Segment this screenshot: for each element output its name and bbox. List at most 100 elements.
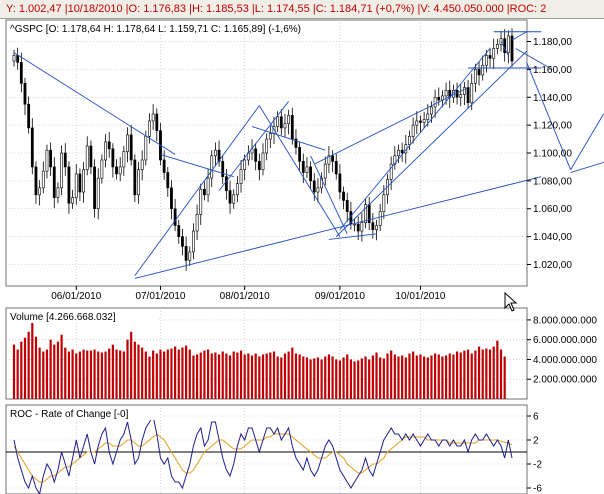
price-candle <box>27 96 31 134</box>
volume-bar <box>82 349 85 399</box>
trendlines[interactable] <box>13 31 604 279</box>
volume-bar <box>419 354 422 399</box>
volume-bar <box>195 354 199 399</box>
price-candle <box>96 168 100 220</box>
volume-bar <box>232 351 235 399</box>
volume-bar <box>474 350 477 399</box>
price-candle <box>400 142 404 162</box>
volume-bar <box>38 347 41 399</box>
volume-bar <box>261 354 265 399</box>
volume-bar <box>499 349 503 399</box>
volume-bar <box>206 349 210 399</box>
volume-bar <box>239 350 243 399</box>
price-candle <box>221 155 225 184</box>
volume-bar <box>463 350 466 399</box>
volume-bar <box>503 356 506 399</box>
volume-bar <box>12 344 16 399</box>
price-candle <box>74 164 78 205</box>
price-candle <box>422 111 426 128</box>
volume-bar <box>382 358 385 399</box>
volume-bar <box>338 360 341 399</box>
volume-bar <box>254 353 257 399</box>
volume-bar <box>137 344 140 399</box>
price-candle <box>115 159 118 180</box>
trendline <box>570 161 604 173</box>
trendline <box>328 233 377 240</box>
volume-bar <box>122 351 125 399</box>
volume-bar <box>60 334 63 399</box>
price-candle <box>316 178 320 203</box>
price-candle <box>470 73 474 111</box>
price-candle <box>52 157 56 209</box>
volume-bar <box>93 349 96 399</box>
volume-bar <box>130 331 133 399</box>
price-candle <box>488 47 492 68</box>
volume-bar <box>181 347 184 399</box>
price-candle <box>93 159 96 218</box>
volume-bar <box>309 359 312 399</box>
volume-bar <box>75 353 78 399</box>
volume-bar <box>115 349 118 399</box>
volume-bar <box>448 353 451 399</box>
volume-bar <box>470 353 473 399</box>
volume-bar <box>20 341 23 399</box>
price-xtick-label: 06/01/2010 <box>51 291 101 302</box>
volume-bar <box>236 352 239 399</box>
volume-bar <box>364 356 367 399</box>
volume-title-bg <box>8 310 158 323</box>
price-candle <box>49 142 53 176</box>
price-candle <box>389 156 393 191</box>
price-xtick-label: 10/01/2010 <box>395 291 445 302</box>
price-candle <box>71 189 74 209</box>
price-candle <box>268 125 272 148</box>
price-candle <box>213 142 217 167</box>
trendline <box>335 50 527 237</box>
price-candle <box>78 168 82 201</box>
price-candle <box>41 161 45 194</box>
volume-bar <box>401 355 404 399</box>
volume-bar <box>258 356 261 399</box>
volume-bar <box>170 348 173 399</box>
volume-bar <box>342 357 345 399</box>
price-candle <box>459 84 463 107</box>
price-candle <box>126 127 129 163</box>
volume-bar <box>199 352 202 399</box>
volume-bar <box>155 353 158 399</box>
volume-bar <box>214 352 217 399</box>
price-candle <box>415 111 419 135</box>
price-candle <box>181 228 184 256</box>
price-candle <box>206 168 210 203</box>
volume-bar <box>269 352 272 399</box>
price-candle <box>170 180 173 220</box>
volume-bar <box>250 355 254 399</box>
price-candle <box>495 38 499 55</box>
price-candle <box>107 132 111 158</box>
volume-bar <box>111 344 114 399</box>
volume-bar <box>294 353 298 399</box>
volume-bar <box>444 355 448 399</box>
volume-bar <box>426 357 429 399</box>
price-candle <box>111 143 115 178</box>
volume-bar <box>71 349 74 399</box>
volume-bar <box>67 351 71 399</box>
price-ytick-label: 1.180,00 <box>533 37 572 48</box>
volume-bar <box>485 348 488 399</box>
trendline <box>13 52 176 155</box>
volume-bar <box>23 337 27 399</box>
volume-bar <box>357 360 360 399</box>
status-line: Y: 1.002,47 |10/18/2010 |O: 1.176,83 |H:… <box>6 3 547 15</box>
volume-bar <box>324 356 327 399</box>
price-candle <box>188 246 192 266</box>
volume-bar <box>459 352 462 399</box>
volume-bar <box>371 355 374 399</box>
volume-bar <box>243 354 246 399</box>
price-candle <box>203 181 206 201</box>
volume-bar <box>305 357 309 399</box>
price-candle <box>419 115 422 133</box>
volume-bar <box>346 354 349 399</box>
volume-bar <box>466 349 470 399</box>
roc-panel-title: ROC - Rate of Change [-0] <box>10 409 129 420</box>
price-candle <box>342 186 345 210</box>
volume-bar <box>276 356 279 399</box>
